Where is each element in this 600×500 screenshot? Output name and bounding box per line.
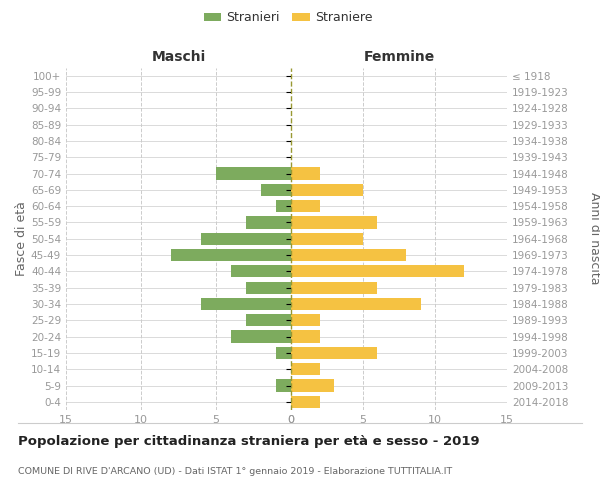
Bar xyxy=(291,216,377,228)
Legend: Stranieri, Straniere: Stranieri, Straniere xyxy=(199,6,377,29)
Bar xyxy=(291,314,320,326)
Bar xyxy=(291,330,320,342)
Bar xyxy=(291,200,320,212)
Bar xyxy=(246,216,291,228)
Bar xyxy=(231,266,291,278)
Bar xyxy=(231,330,291,342)
Title: Femmine: Femmine xyxy=(364,50,434,64)
Bar xyxy=(291,282,377,294)
Bar xyxy=(276,347,291,359)
Bar xyxy=(291,249,406,261)
Bar xyxy=(291,396,320,408)
Text: Popolazione per cittadinanza straniera per età e sesso - 2019: Popolazione per cittadinanza straniera p… xyxy=(18,435,479,448)
Y-axis label: Fasce di età: Fasce di età xyxy=(15,202,28,276)
Bar xyxy=(261,184,291,196)
Bar xyxy=(291,168,320,179)
Bar xyxy=(201,232,291,245)
Bar xyxy=(291,298,421,310)
Bar xyxy=(216,168,291,179)
Text: COMUNE DI RIVE D'ARCANO (UD) - Dati ISTAT 1° gennaio 2019 - Elaborazione TUTTITA: COMUNE DI RIVE D'ARCANO (UD) - Dati ISTA… xyxy=(18,468,452,476)
Bar xyxy=(201,298,291,310)
Bar xyxy=(291,380,334,392)
Y-axis label: Anni di nascita: Anni di nascita xyxy=(588,192,600,285)
Bar xyxy=(276,200,291,212)
Bar xyxy=(291,232,363,245)
Bar xyxy=(246,282,291,294)
Bar xyxy=(291,363,320,376)
Bar xyxy=(246,314,291,326)
Bar xyxy=(276,380,291,392)
Title: Maschi: Maschi xyxy=(151,50,206,64)
Bar xyxy=(291,184,363,196)
Bar xyxy=(291,347,377,359)
Bar xyxy=(291,266,464,278)
Bar xyxy=(171,249,291,261)
